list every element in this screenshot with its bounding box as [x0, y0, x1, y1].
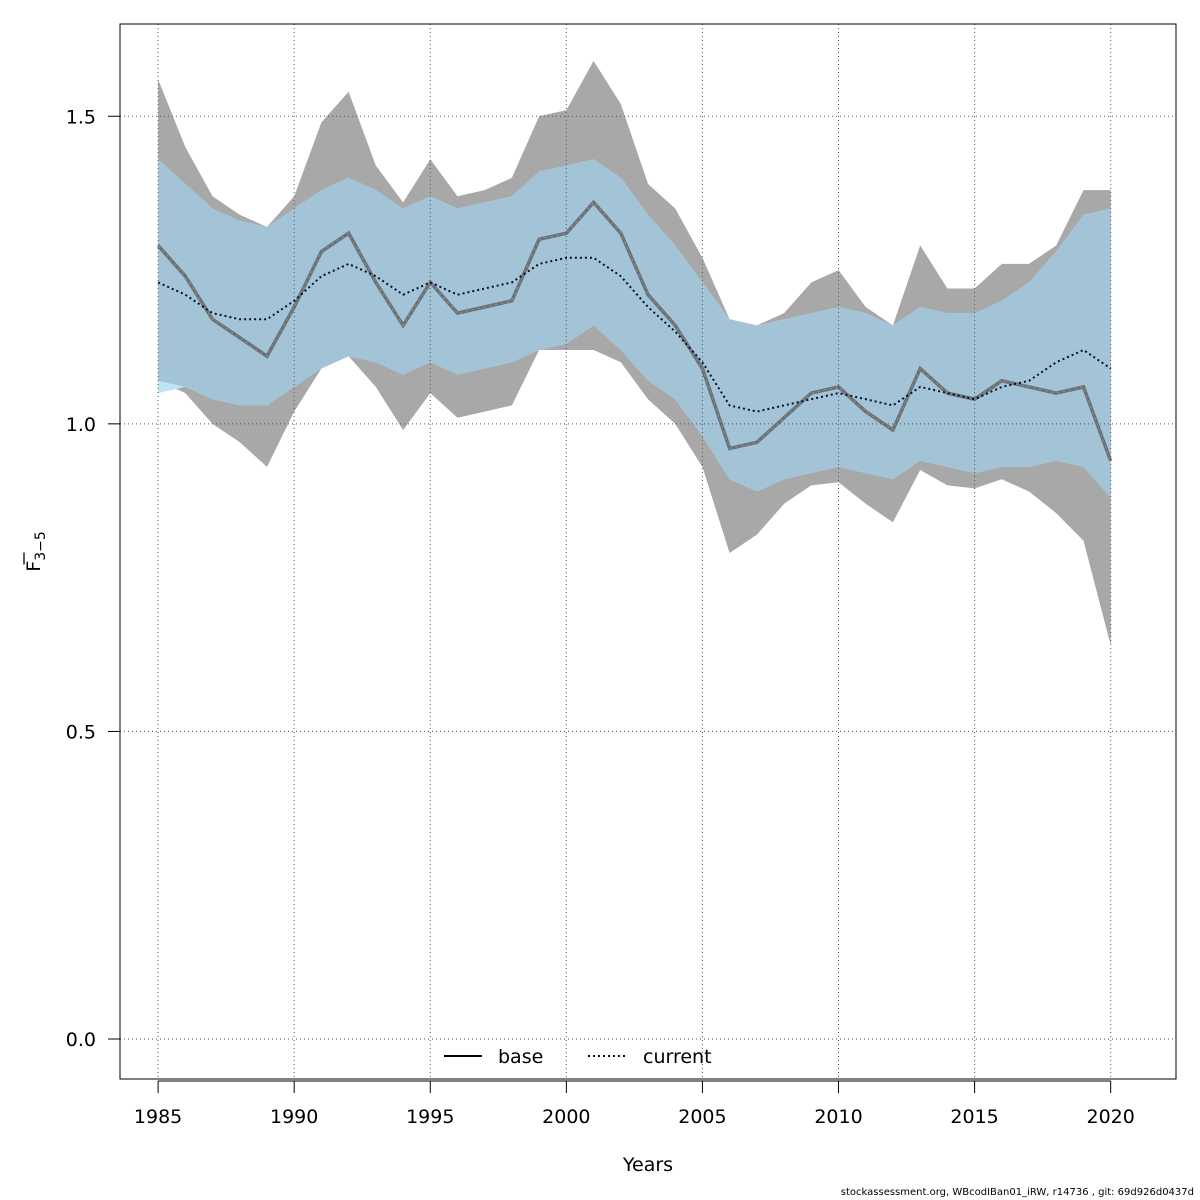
svg-text:F3−5: F3−5	[23, 531, 49, 571]
x-tick-label: 2005	[678, 1106, 726, 1128]
legend-label-current: current	[643, 1046, 712, 1068]
y-tick-label: 0.5	[66, 721, 96, 743]
y-axis-title-main: F	[23, 561, 45, 572]
x-tick-label: 1995	[406, 1106, 454, 1128]
confidence-overlap	[158, 159, 1111, 498]
line-current	[157, 256, 1112, 413]
legend-label-base: base	[498, 1046, 543, 1068]
band-overlap	[158, 159, 1111, 498]
plot-frame	[119, 23, 1177, 1080]
y-tick-label: 1.5	[66, 106, 96, 128]
x-tick-label: 1990	[270, 1106, 318, 1128]
line-base-highlight	[157, 201, 1112, 462]
y-tick-label: 1.0	[66, 414, 96, 436]
x-tick-label: 2020	[1087, 1106, 1135, 1128]
y-axis-title-sub: 3−5	[33, 531, 49, 561]
x-tick-label: 2010	[814, 1106, 862, 1128]
footer-text: stockassessment.org, WBcodIBan01_iRW, r1…	[840, 1187, 1194, 1198]
legend: base current	[444, 1046, 712, 1068]
x-tick-label: 1985	[134, 1106, 182, 1128]
y-tick-label: 0.0	[66, 1029, 96, 1051]
x-axis-title: Years	[622, 1154, 673, 1176]
y-axis: 0.0 0.5 1.0 1.5	[66, 106, 121, 1051]
x-tick-label: 2015	[950, 1106, 998, 1128]
y-axis-title: F3−5	[23, 531, 49, 571]
x-tick-label: 2000	[542, 1106, 590, 1128]
x-axis: 1985 1990 1995 2000 2005 2010 2015 2020	[134, 1080, 1135, 1128]
series-lines	[156, 199, 1113, 462]
grid-lines	[120, 24, 1176, 1079]
